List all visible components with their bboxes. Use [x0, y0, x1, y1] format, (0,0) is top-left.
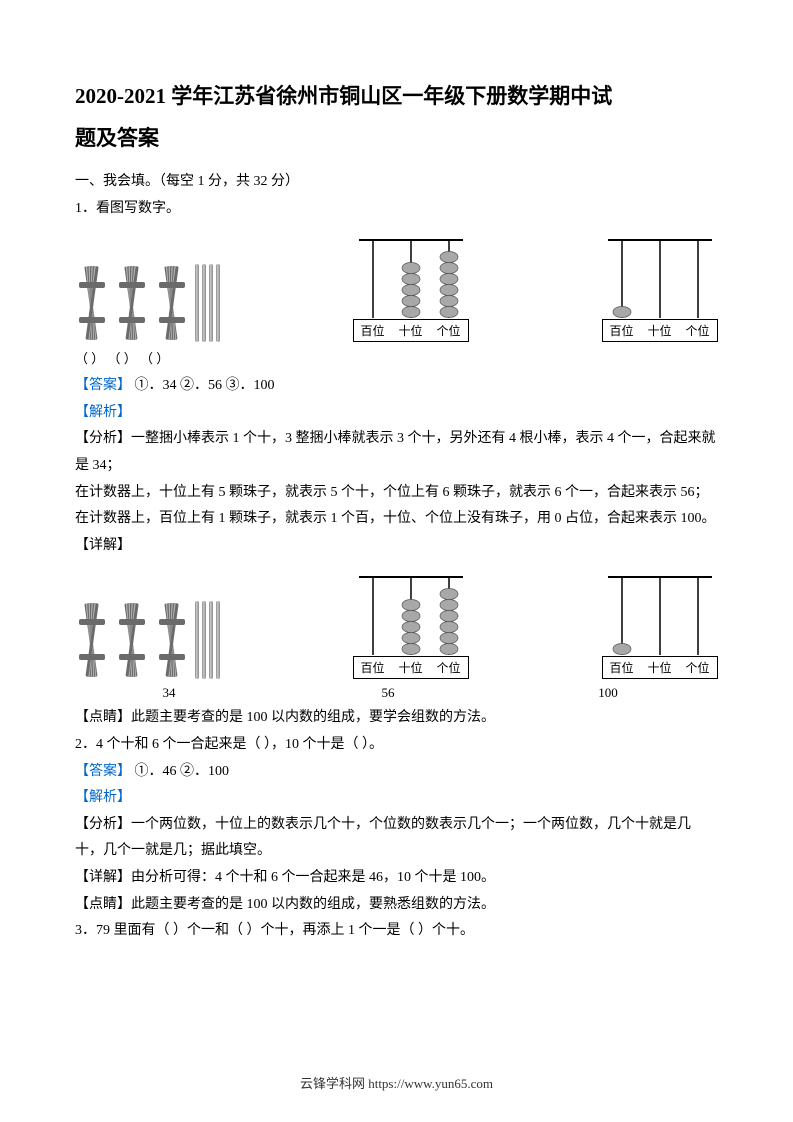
point-label-2: 【点睛】 — [75, 897, 131, 912]
title-line-2: 题及答案 — [75, 126, 159, 150]
q2-detail: 【详解】由分析可得：4 个十和 6 个一合起来是 46，10 个十是 100。 — [75, 865, 718, 892]
analysis-label-2: 【分析】 — [75, 817, 131, 832]
q1-detail-label: 【详解】 — [75, 533, 718, 560]
title-line-1: 2020-2021 学年江苏省徐州市铜山区一年级下册数学期中试 — [75, 84, 612, 108]
detail-text-2: 由分析可得：4 个十和 6 个一合起来是 46，10 个十是 100。 — [131, 870, 495, 885]
answer-text-2: ①．46 ②．100 — [131, 764, 229, 779]
page-title: 2020-2021 学年江苏省徐州市铜山区一年级下册数学期中试 题及答案 — [75, 75, 718, 159]
q1-blanks: （ ） （ ） （ ） — [75, 348, 718, 367]
q1-prompt: 1．看图写数字。 — [75, 196, 718, 223]
sticks-figure — [75, 262, 220, 342]
q1-figure-row-2: 百位十位个位 百位十位个位 — [75, 569, 718, 679]
caption-1: 34 — [75, 685, 263, 701]
page-footer: 云锋学科网 https://www.yun65.com — [0, 1073, 793, 1092]
analysis-text-2: 一个两位数，十位上的数表示几个十，个位数的数表示几个一；一个两位数，几个十就是几… — [75, 817, 691, 859]
q3-prompt: 3．79 里面有（ ）个一和（ ）个十，再添上 1 个一是（ ）个十。 — [75, 918, 718, 945]
detail-label-2: 【详解】 — [75, 870, 131, 885]
answer-label: 【答案】 — [75, 378, 131, 393]
point-text: 此题主要考查的是 100 以内数的组成，要学会组数的方法。 — [131, 710, 495, 725]
q1-captions: 34 56 100 — [75, 685, 718, 701]
caption-3: 100 — [513, 685, 703, 701]
answer-text: ①．34 ②．56 ③．100 — [131, 378, 275, 393]
q1-point: 【点睛】此题主要考查的是 100 以内数的组成，要学会组数的方法。 — [75, 705, 718, 732]
q1-analysis-3: 在计数器上，百位上有 1 颗珠子，就表示 1 个百，十位、个位上没有珠子，用 0… — [75, 506, 718, 533]
q2-analysis: 【分析】一个两位数，十位上的数表示几个十，个位数的数表示几个一；一个两位数，几个… — [75, 812, 718, 865]
answer-label-2: 【答案】 — [75, 764, 131, 779]
section-1-heading: 一、我会填。（每空 1 分，共 32 分） — [75, 169, 718, 196]
q2-point: 【点睛】此题主要考查的是 100 以内数的组成，要熟悉组数的方法。 — [75, 892, 718, 919]
q1-analysis-2: 在计数器上，十位上有 5 颗珠子，就表示 5 个十，个位上有 6 颗珠子，就表示… — [75, 480, 718, 507]
q1-analysis-1: 【分析】一整捆小棒表示 1 个十，3 整捆小棒就表示 3 个十，另外还有 4 根… — [75, 426, 718, 479]
q1-parse-label: 【解析】 — [75, 400, 718, 427]
q2-parse-label: 【解析】 — [75, 785, 718, 812]
q2-answer: 【答案】 ①．46 ②．100 — [75, 759, 718, 786]
abacus-2: 百位十位个位 — [602, 232, 718, 342]
q1-answer: 【答案】 ①．34 ②．56 ③．100 — [75, 373, 718, 400]
abacus-1: 百位十位个位 — [353, 232, 469, 342]
point-text-2: 此题主要考查的是 100 以内数的组成，要熟悉组数的方法。 — [131, 897, 495, 912]
q1-figure-row: 百位十位个位 百位十位个位 — [75, 232, 718, 342]
analysis-text-1: 一整捆小棒表示 1 个十，3 整捆小棒就表示 3 个十，另外还有 4 根小棒，表… — [75, 431, 716, 473]
abacus-4: 百位十位个位 — [602, 569, 718, 679]
caption-2: 56 — [263, 685, 513, 701]
analysis-label: 【分析】 — [75, 431, 131, 446]
sticks-figure-2 — [75, 599, 220, 679]
point-label: 【点睛】 — [75, 710, 131, 725]
q2-prompt: 2．4 个十和 6 个一合起来是（ ），10 个十是（ ）。 — [75, 732, 718, 759]
abacus-3: 百位十位个位 — [353, 569, 469, 679]
